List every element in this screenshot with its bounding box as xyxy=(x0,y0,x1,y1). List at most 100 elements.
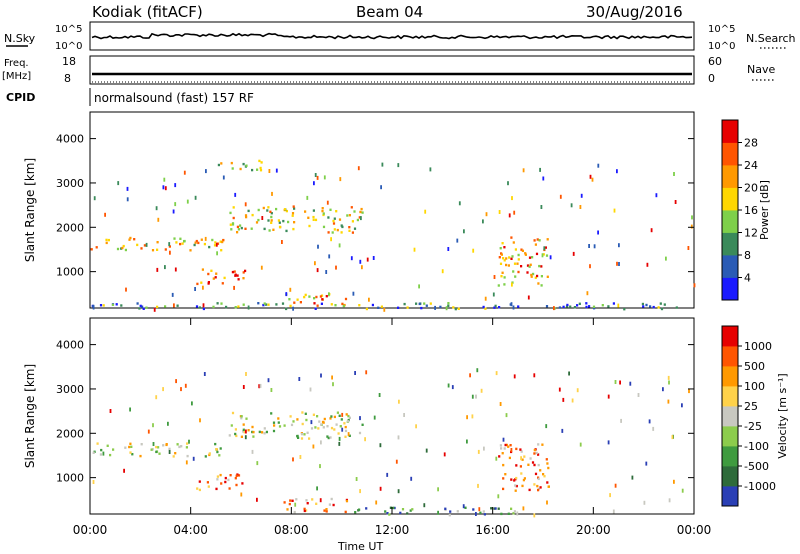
data-cell xyxy=(145,242,148,247)
data-cell xyxy=(498,455,501,458)
data-cell xyxy=(403,413,405,417)
data-cell xyxy=(237,228,240,231)
data-cell xyxy=(553,306,555,311)
data-cell xyxy=(318,420,321,423)
colorbar-segment xyxy=(722,277,738,301)
data-cell xyxy=(147,429,150,434)
data-cell xyxy=(462,504,465,509)
data-cell xyxy=(345,413,348,416)
data-cell xyxy=(231,270,234,274)
data-cell xyxy=(171,292,174,297)
data-cell xyxy=(267,219,270,222)
data-cell xyxy=(483,446,485,451)
data-cell xyxy=(512,512,515,515)
data-cell xyxy=(120,247,123,250)
data-cell xyxy=(538,239,541,242)
data-cell xyxy=(530,273,533,277)
data-cell xyxy=(347,418,350,422)
data-cell xyxy=(613,208,616,213)
data-cell xyxy=(200,281,203,284)
data-cell xyxy=(201,268,204,271)
data-cell xyxy=(236,231,239,234)
data-cell xyxy=(233,270,236,273)
data-cell xyxy=(660,307,664,311)
data-cell xyxy=(129,236,132,240)
data-cell xyxy=(503,259,506,262)
velocity-yticks: 1000 2000 3000 4000 xyxy=(56,339,694,485)
data-cell xyxy=(516,511,519,516)
data-cell xyxy=(283,501,286,504)
data-cell xyxy=(365,370,368,375)
data-cell xyxy=(515,447,518,451)
data-cell xyxy=(244,202,247,207)
data-cell xyxy=(122,244,125,248)
data-cell xyxy=(259,383,262,388)
data-cell xyxy=(510,507,513,510)
data-cell xyxy=(472,248,475,253)
data-cell xyxy=(152,423,154,428)
data-cell xyxy=(92,451,95,454)
data-cell xyxy=(501,271,504,274)
data-cell xyxy=(244,435,247,440)
data-cell xyxy=(519,465,522,468)
data-cell xyxy=(217,163,220,167)
data-cell xyxy=(536,484,539,488)
data-cell xyxy=(588,244,590,248)
data-cell xyxy=(380,305,383,308)
data-cell xyxy=(265,303,268,306)
data-cell xyxy=(305,499,308,502)
data-cell xyxy=(130,445,133,448)
data-cell xyxy=(543,246,546,251)
data-cell xyxy=(278,425,282,428)
data-cell xyxy=(204,236,207,241)
data-cell xyxy=(240,492,243,497)
data-cell xyxy=(406,306,409,309)
data-cell xyxy=(528,488,531,492)
data-cell xyxy=(203,372,206,376)
data-cell xyxy=(215,272,218,275)
data-cell xyxy=(225,305,228,309)
data-cell xyxy=(497,284,500,287)
data-cell xyxy=(322,421,325,424)
data-cell xyxy=(482,219,484,224)
data-cell xyxy=(521,458,524,461)
colorbar-segment xyxy=(722,426,738,447)
data-cell xyxy=(344,425,347,429)
data-cell xyxy=(123,468,125,473)
data-cell xyxy=(344,435,347,438)
colorbar-segment xyxy=(722,446,738,467)
nave-label: Nave xyxy=(747,63,775,76)
data-cell xyxy=(348,229,351,232)
data-cell xyxy=(267,303,270,306)
data-cell xyxy=(169,250,171,255)
data-cell xyxy=(687,246,690,250)
data-cell xyxy=(393,506,396,510)
data-cell xyxy=(138,307,141,310)
radar-title: Kodiak (fitACF) xyxy=(92,3,203,21)
data-cell xyxy=(341,302,344,306)
data-cell xyxy=(124,248,127,252)
data-cell xyxy=(320,423,323,426)
data-cell xyxy=(306,502,309,505)
data-cell xyxy=(328,254,331,259)
data-cell xyxy=(523,455,526,458)
data-cell xyxy=(291,212,295,215)
data-cell xyxy=(558,306,561,309)
data-cell xyxy=(378,393,381,397)
data-cell xyxy=(415,424,417,429)
data-cell xyxy=(538,264,541,268)
data-cell xyxy=(319,498,322,503)
data-cell xyxy=(607,440,610,445)
data-cell xyxy=(502,463,505,467)
data-cell xyxy=(579,442,582,447)
data-cell xyxy=(372,256,375,260)
data-cell xyxy=(476,368,479,373)
data-cell xyxy=(415,302,418,305)
data-cell xyxy=(618,262,620,266)
data-cell xyxy=(328,292,330,297)
data-cell xyxy=(293,301,296,304)
data-cell xyxy=(289,287,292,292)
data-cell xyxy=(242,423,245,426)
data-cell xyxy=(652,305,655,309)
data-cell xyxy=(511,282,513,287)
